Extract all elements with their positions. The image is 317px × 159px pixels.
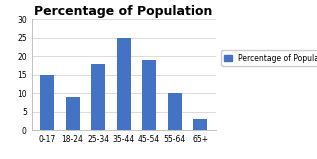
Bar [91,64,105,130]
Bar [193,119,207,130]
Bar [66,97,80,130]
Bar [117,38,131,130]
Bar [40,75,54,130]
Bar [168,93,182,130]
Bar [142,60,156,130]
Title: Percentage of Population: Percentage of Population [35,5,213,18]
Legend: Percentage of Population: Percentage of Population [221,50,317,66]
